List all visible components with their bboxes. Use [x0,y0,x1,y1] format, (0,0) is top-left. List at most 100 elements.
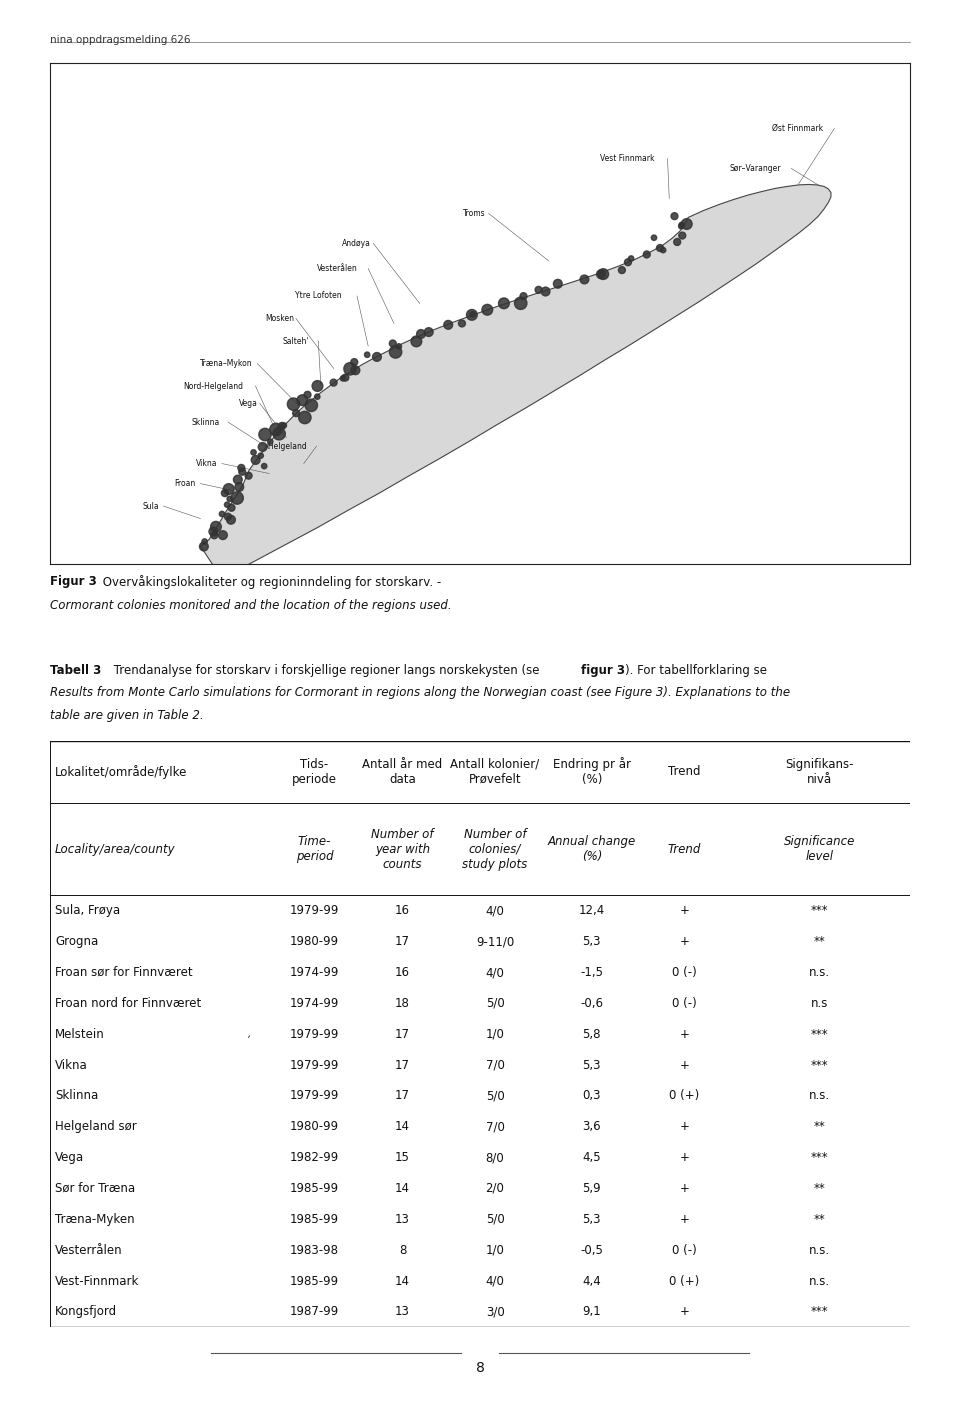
Point [516,285,531,307]
Point [256,455,272,478]
Point [215,524,230,547]
Text: Salteh': Salteh' [282,337,309,345]
Text: 17: 17 [396,936,410,948]
Point [409,330,424,352]
Point [231,476,247,499]
Text: 5,3: 5,3 [583,1213,601,1226]
Point [276,414,292,437]
Text: Træna-Myken: Træna-Myken [55,1213,134,1226]
Point [220,493,235,516]
Text: 5/0: 5/0 [486,1089,504,1102]
Point [348,359,363,382]
Point [257,423,273,445]
Text: table are given in Table 2.: table are given in Table 2. [50,709,204,721]
Point [496,292,512,314]
Point [667,204,683,227]
Text: 13: 13 [396,1213,410,1226]
Text: Froan nord for Finnværet: Froan nord for Finnværet [55,996,202,1010]
Text: Vest-Finnmark: Vest-Finnmark [55,1275,139,1288]
Point [275,414,290,437]
Point [550,272,565,294]
Text: ,: , [248,1029,251,1040]
Text: 1974-99: 1974-99 [290,967,339,979]
Text: Trendanalyse for storskarv i forskjellige regioner langs norskekysten (se: Trendanalyse for storskarv i forskjellig… [110,664,543,676]
Point [343,358,358,380]
Text: +: + [680,1058,689,1072]
Text: ***: *** [811,905,828,917]
Point [230,468,246,490]
Text: 5/0: 5/0 [486,1213,504,1226]
Text: Grogna: Grogna [55,936,98,948]
Text: Øst Finnmark: Øst Finnmark [773,124,824,132]
Text: -0,6: -0,6 [581,996,603,1010]
Point [233,457,249,479]
Point [222,488,237,510]
Point [513,292,528,314]
Text: 4/0: 4/0 [486,1275,505,1288]
Text: 14: 14 [396,1120,410,1133]
Text: Sør for Træna: Sør for Træna [55,1182,135,1195]
Text: 5,3: 5,3 [583,936,601,948]
Text: Sula, Frøya: Sula, Frøya [55,905,120,917]
Text: **: ** [814,1213,826,1226]
Text: Lokalitet/område/fylke: Lokalitet/område/fylke [55,765,187,779]
Text: Number of
colonies/
study plots: Number of colonies/ study plots [463,827,528,871]
Text: Nord-Helgeland: Nord-Helgeland [183,382,243,390]
Point [674,214,689,237]
Text: Trend: Trend [667,843,701,855]
Point [674,216,689,238]
Text: Signifikans-
nivå: Signifikans- nivå [785,758,854,786]
Text: 1983-98: 1983-98 [290,1244,339,1257]
Point [359,344,374,366]
Point [620,251,636,273]
Point [465,303,480,325]
Text: Froan: Froan [175,479,196,488]
Text: 7/0: 7/0 [486,1120,505,1133]
Text: 5,3: 5,3 [583,1058,601,1072]
Text: 7/0: 7/0 [486,1058,505,1072]
Point [465,303,480,325]
Text: +: + [680,1182,689,1195]
Text: 17: 17 [396,1027,410,1041]
Point [208,516,224,538]
Point [288,402,303,424]
Point [454,313,469,335]
Text: 0 (+): 0 (+) [669,1275,700,1288]
Text: 5,8: 5,8 [583,1027,601,1041]
Text: +: + [680,1120,689,1133]
Text: Antall år med
data: Antall år med data [363,758,443,786]
Text: 17: 17 [396,1058,410,1072]
Text: 18: 18 [396,996,410,1010]
Point [679,213,694,235]
Text: n.s.: n.s. [809,967,830,979]
Text: -1,5: -1,5 [581,967,603,979]
Text: Troms: Troms [463,209,486,218]
Text: 15: 15 [396,1151,410,1164]
Point [391,335,406,358]
Point [262,430,277,452]
Point [675,224,690,247]
Text: Results from Monte Carlo simulations for Cormorant in regions along the Norwegia: Results from Monte Carlo simulations for… [50,686,790,699]
Point [370,345,385,368]
Text: Sklinna: Sklinna [192,417,220,427]
Point [652,237,667,259]
Point [326,372,342,395]
Point [441,314,456,337]
Text: Tabell 3: Tabell 3 [50,664,101,676]
Point [421,321,437,344]
Point [614,259,630,282]
Text: Helgeland sør: Helgeland sør [55,1120,137,1133]
Point [300,383,315,406]
Text: 1974-99: 1974-99 [290,996,339,1010]
Point [639,244,655,266]
Point [206,524,222,547]
Text: +: + [680,1027,689,1041]
Text: Trend: Trend [668,765,701,779]
Point [253,444,269,466]
Text: 4,5: 4,5 [583,1151,601,1164]
Text: 1980-99: 1980-99 [290,1120,339,1133]
Text: Antall kolonier/
Prøvefelt: Antall kolonier/ Prøvefelt [450,758,540,786]
Text: Sula: Sula [143,502,159,510]
Text: 1980-99: 1980-99 [290,936,339,948]
Text: 1979-99: 1979-99 [290,905,339,917]
